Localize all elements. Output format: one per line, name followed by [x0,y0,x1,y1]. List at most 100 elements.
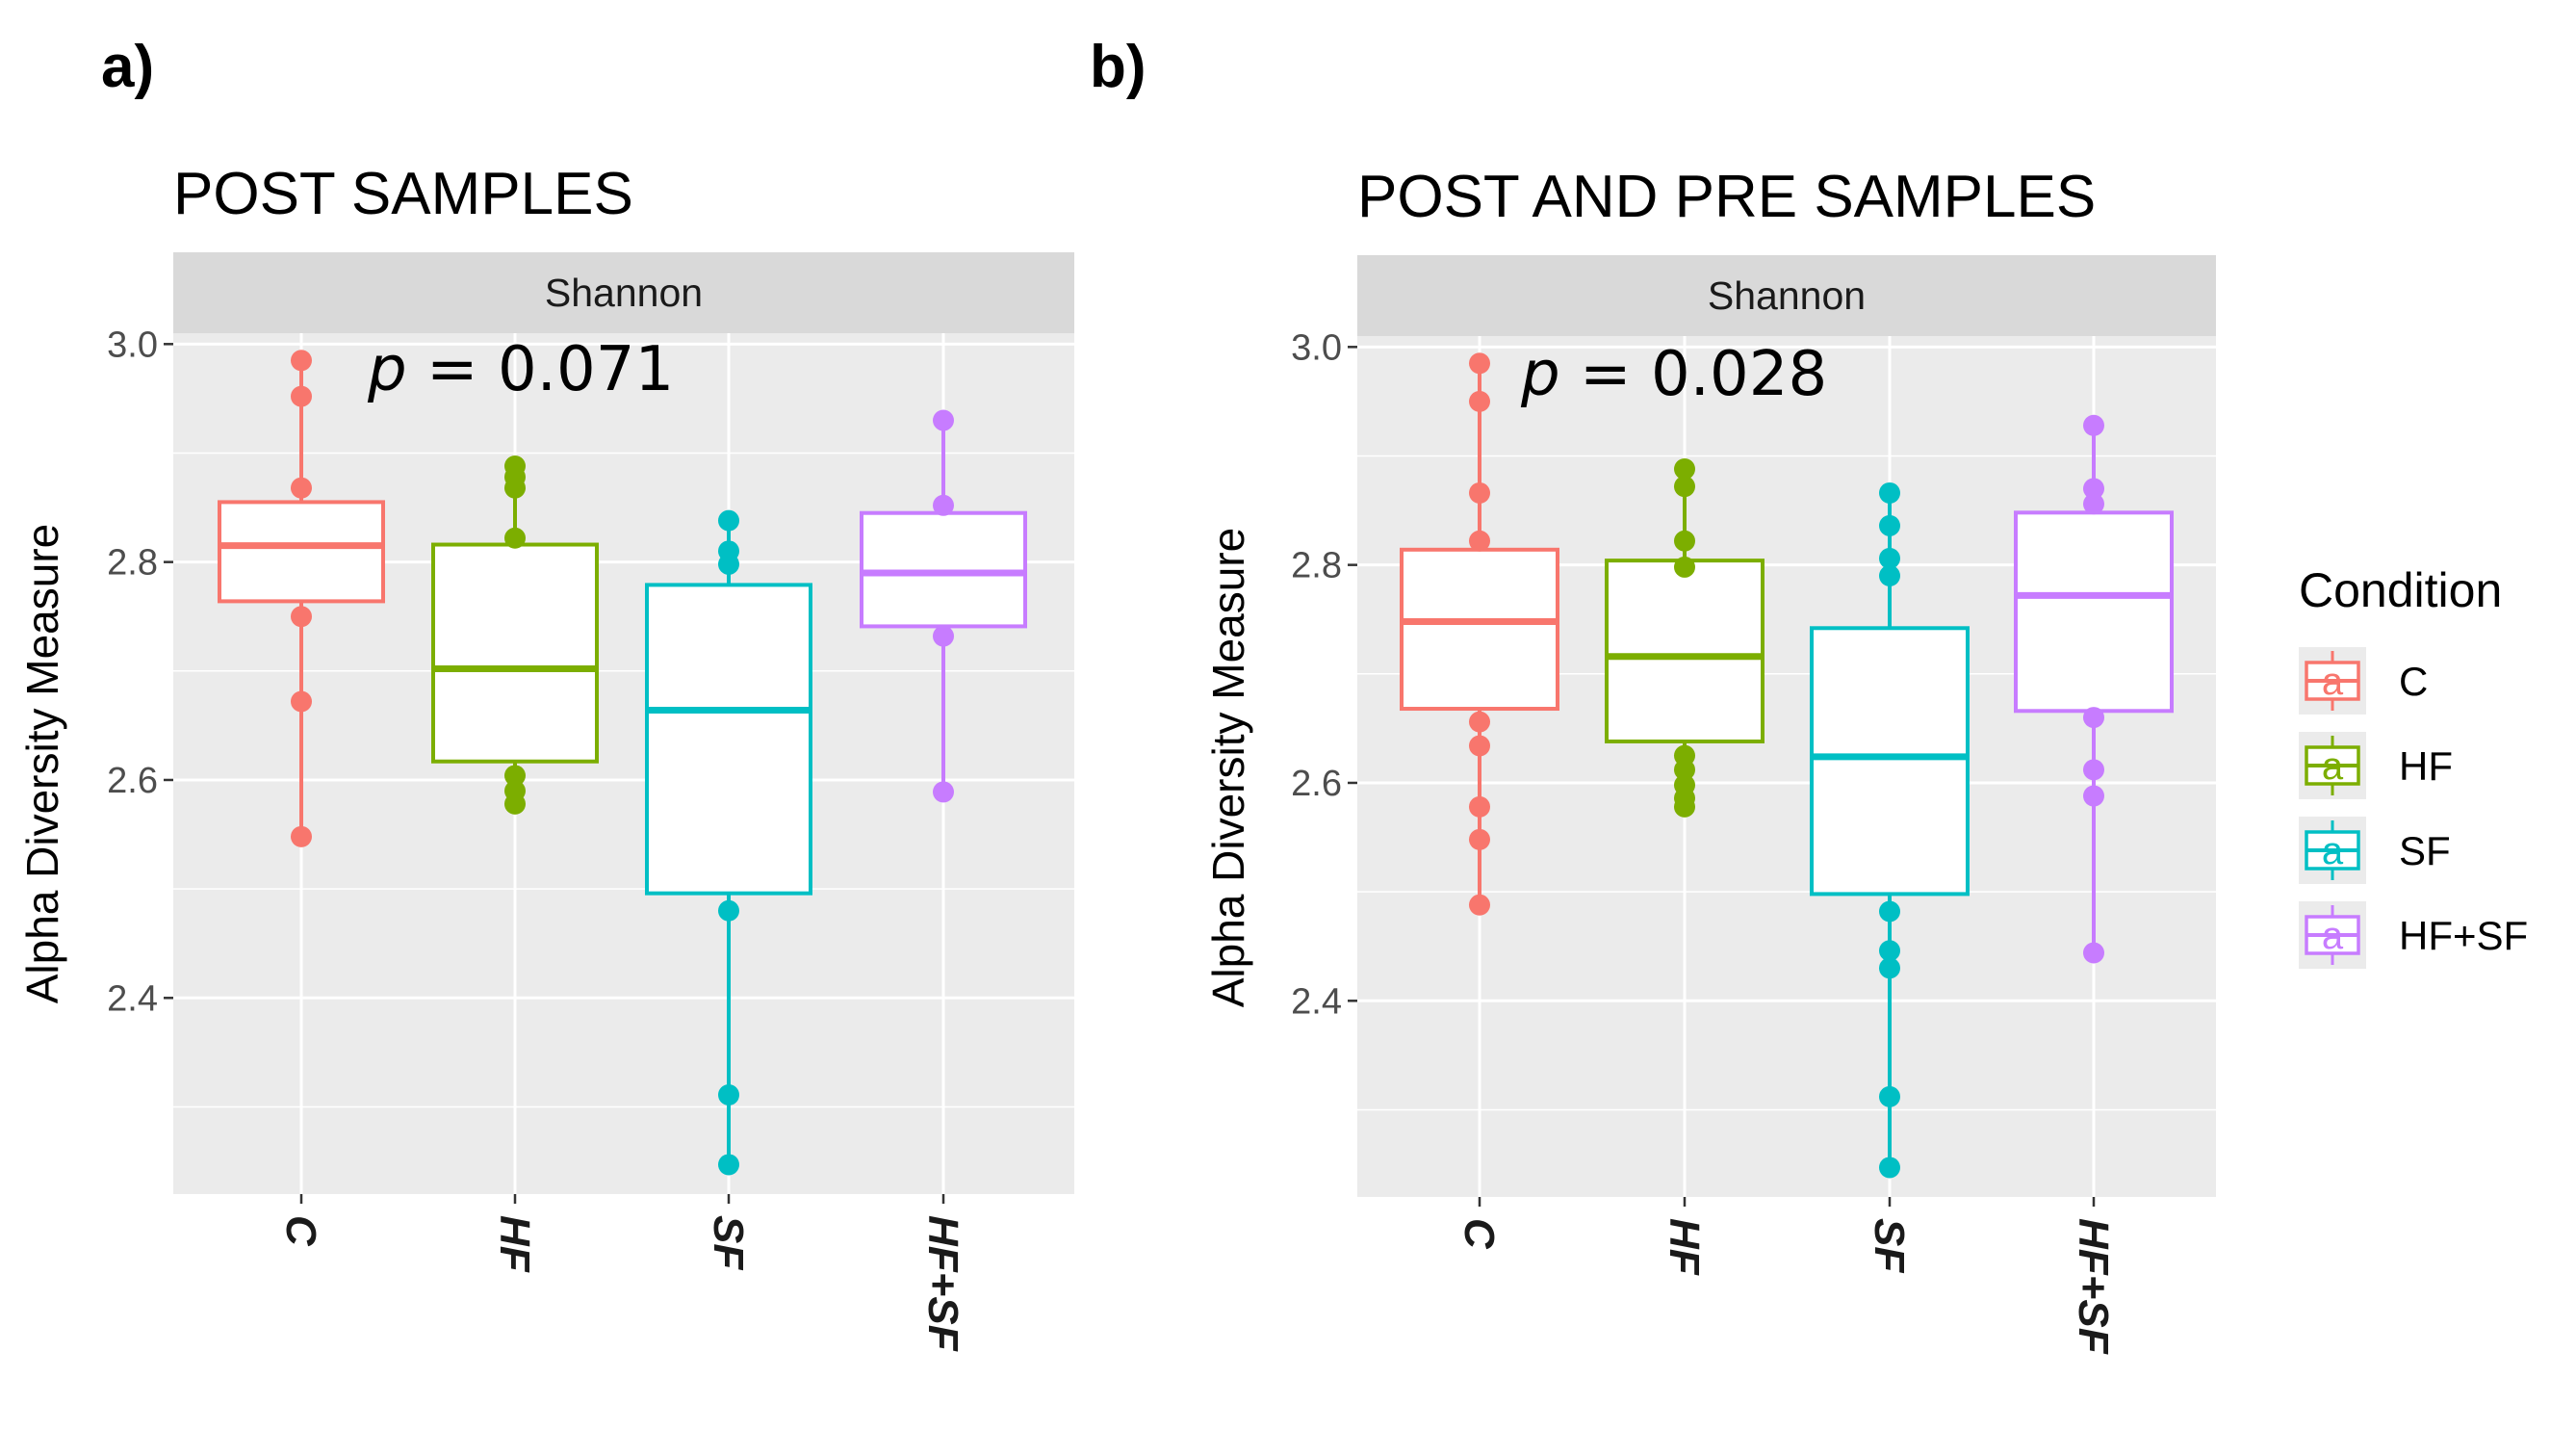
data-point [933,494,954,516]
data-point [933,781,954,803]
data-point [2083,493,2104,515]
data-point [1879,957,1900,979]
data-point [291,477,312,499]
boxes-a [218,350,1027,1176]
box-b-hf [1605,458,1765,818]
y-tick-label-a: 2.8 [107,543,158,584]
data-point [1674,458,1695,481]
data-point [718,1084,739,1106]
data-point [718,1154,739,1176]
data-point [933,409,954,431]
data-point [1469,735,1490,757]
data-point [1879,1157,1900,1179]
data-point [1879,940,1900,962]
data-point [1469,828,1490,850]
x-tick-label-b: HF+SF [2070,1218,2117,1355]
x-tick-label-b: SF [1866,1218,1913,1273]
data-point [504,793,526,815]
data-point [1879,1085,1900,1107]
panel-a: a) POST SAMPLES Shannon 2.4 2.6 2.8 3.0 C HF… [17,34,1074,1352]
data-point [2083,785,2104,807]
x-axis-a: C HF SF HF+SF [277,1194,966,1352]
legend-key-glyph: a [2322,830,2344,872]
data-point [1879,514,1900,536]
data-point [2083,707,2104,729]
data-point [718,553,739,575]
data-point [718,509,739,532]
y-axis-title-a: Alpha Diversity Measure [17,524,67,1004]
data-point [933,625,954,647]
x-tick-label-a: HF [491,1215,538,1273]
legend-key-glyph: a [2322,661,2344,703]
x-axis-b: C HF SF HF+SF [1455,1197,2117,1355]
data-point [1469,530,1490,552]
panel-label-a: a) [101,34,154,100]
plot-background-b [1357,336,2216,1197]
legend-key-glyph: a [2322,745,2344,788]
data-point [291,825,312,847]
data-point [291,350,312,372]
box-body [645,583,812,896]
data-point [2083,942,2104,964]
legend-item-hf-sf: a HF+SF [2299,901,2528,969]
legend-label: HF+SF [2399,913,2528,958]
legend-key-glyph: a [2322,915,2344,957]
y-tick-label-b: 2.6 [1291,764,1342,804]
data-point [1469,795,1490,818]
facet-strip-a [173,252,1074,333]
facet-label-a: Shannon [545,271,703,315]
panel-b: b) POST AND PRE SAMPLES Shannon 2.42.62.… [1090,34,2216,1355]
box-body [1400,547,1559,712]
y-axis-a: 2.4 2.6 2.8 3.0 [107,325,173,1019]
y-axis-b: 2.4 2.6 2.8 3.0 [1291,327,1357,1022]
box-body [1810,626,1970,897]
legend-item-hf: a HF [2299,732,2453,799]
box-body [2014,510,2174,714]
legend-label: C [2399,659,2428,704]
x-tick-label-a: HF+SF [919,1215,966,1352]
data-point [1469,711,1490,733]
box-a-c [218,350,385,847]
box-a-hf [431,455,599,815]
data-point [291,385,312,407]
box-body [218,500,385,604]
chart-title-b: POST AND PRE SAMPLES [1357,164,2096,230]
y-tick-label-a: 2.6 [107,761,158,801]
facet-strip-b [1357,255,2216,336]
legend-item-sf: a SF [2299,817,2451,884]
data-point [1879,900,1900,923]
y-tick-label-b: 2.8 [1291,546,1342,586]
data-point [1469,481,1490,504]
data-point [1879,481,1900,504]
p-value-annotation-a: p = 0.071 [367,334,674,405]
box-body [431,542,599,764]
data-point [1469,894,1490,916]
x-tick-label-a: SF [705,1215,752,1270]
x-tick-label-b: C [1455,1218,1503,1250]
y-tick-label-a: 2.4 [107,978,158,1019]
data-point [2083,414,2104,436]
legend-label: HF [2399,743,2453,789]
data-point [2083,478,2104,500]
panel-label-b: b) [1090,34,1146,100]
data-point [504,765,526,787]
data-point [2083,759,2104,781]
data-point [291,690,312,713]
y-axis-title-b: Alpha Diversity Measure [1203,528,1253,1008]
p-value-annotation-b: p = 0.028 [1520,339,1827,410]
chart-title-a: POST SAMPLES [173,161,633,227]
p-label-b: p [1520,339,1560,410]
data-point [504,477,526,499]
box-b-c [1400,352,1559,916]
legend-title: Condition [2299,563,2502,617]
data-point [1674,759,1695,781]
data-point [504,527,526,549]
data-point [1674,530,1695,552]
data-point [1879,547,1900,569]
data-point [1469,352,1490,375]
data-point [291,606,312,628]
y-tick-label-a: 3.0 [107,325,158,365]
p-label-a: p [367,334,407,405]
